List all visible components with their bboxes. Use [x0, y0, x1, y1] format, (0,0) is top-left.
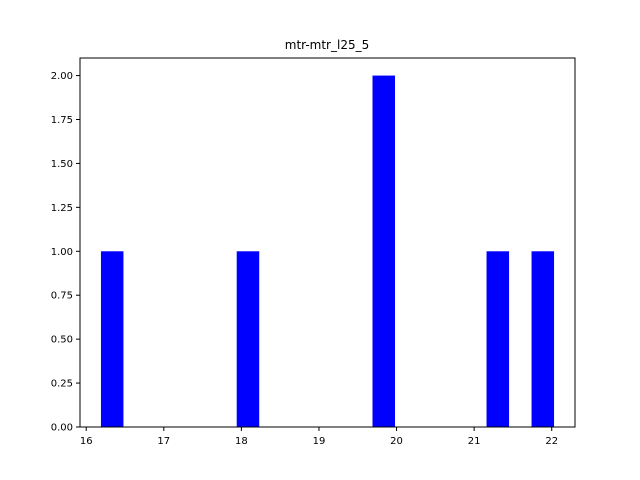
x-tick-label-4: 20: [390, 436, 403, 447]
y-tick-label-7: 1.75: [51, 115, 73, 126]
x-tick-label-1: 17: [157, 436, 170, 447]
y-tick-label-0: 0.00: [51, 423, 73, 434]
x-axis: 16 17 18 19 20 21 22: [80, 427, 558, 447]
x-tick-label-0: 16: [80, 436, 93, 447]
y-tick-label-3: 0.75: [51, 291, 73, 302]
bar-1: [236, 251, 260, 427]
x-tick-label-5: 21: [468, 436, 481, 447]
y-axis: 0.00 0.25 0.50 0.75 1.00 1.25 1.50 1.75 2.00: [51, 71, 80, 434]
bars-group: [100, 75, 555, 427]
x-tick-label-2: 18: [235, 436, 248, 447]
bar-0: [100, 251, 124, 427]
x-tick-label-3: 19: [313, 436, 326, 447]
bar-4: [531, 251, 555, 427]
y-tick-label-2: 0.50: [51, 335, 73, 346]
plot-frame: [79, 57, 576, 428]
y-tick-label-6: 1.50: [51, 159, 73, 170]
y-tick-label-1: 0.25: [51, 379, 73, 390]
chart-title: mtr-mtr_l25_5: [285, 38, 369, 52]
bar-2: [372, 75, 395, 427]
y-tick-label-8: 2.00: [51, 71, 73, 82]
bar-3: [486, 251, 510, 427]
y-tick-label-5: 1.25: [51, 203, 73, 214]
y-tick-label-4: 1.00: [51, 247, 73, 258]
x-tick-label-6: 22: [545, 436, 558, 447]
